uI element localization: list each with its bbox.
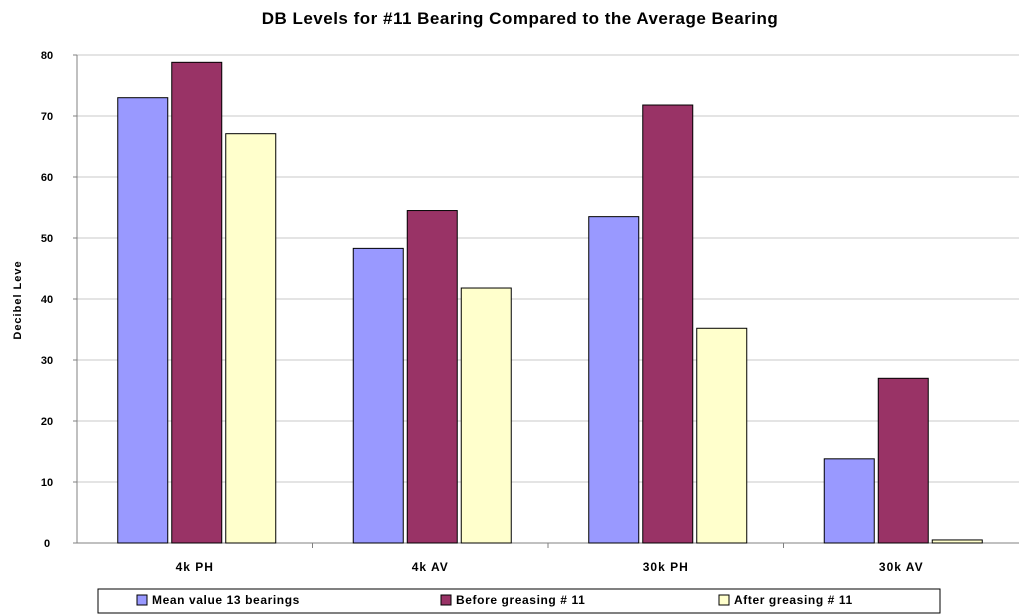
bar xyxy=(171,61,223,544)
y-tick-label: 40 xyxy=(41,294,53,306)
y-tick-label: 80 xyxy=(41,50,53,62)
y-tick-label: 60 xyxy=(41,172,53,184)
x-tick-label: 4k PH xyxy=(176,560,214,574)
legend-label: Mean value 13 bearings xyxy=(152,593,300,607)
x-tick-label: 4k AV xyxy=(412,560,449,574)
y-tick-label: 20 xyxy=(41,416,53,428)
bars xyxy=(117,61,983,544)
legend-swatch xyxy=(718,594,730,606)
legend-swatch xyxy=(136,594,148,606)
bar xyxy=(823,458,875,544)
chart-title: DB Levels for #11 Bearing Compared to th… xyxy=(262,9,779,28)
y-tick-label: 30 xyxy=(41,355,53,367)
legend-label: After greasing # 11 xyxy=(734,593,853,607)
legend-swatch xyxy=(440,594,452,606)
legend-label: Before greasing # 11 xyxy=(456,593,585,607)
bar xyxy=(931,539,983,544)
x-tick-label: 30k AV xyxy=(879,560,924,574)
y-tick-label: 70 xyxy=(41,111,53,123)
y-tick-label: 50 xyxy=(41,233,53,245)
bar xyxy=(352,247,404,544)
bar xyxy=(460,287,512,544)
y-axis-label: Decibel Leve xyxy=(12,260,24,339)
x-tick-label: 30k PH xyxy=(643,560,689,574)
y-tick-label: 0 xyxy=(44,538,50,550)
bar xyxy=(696,327,748,544)
bar xyxy=(877,377,929,544)
bar xyxy=(117,97,169,544)
bar xyxy=(225,133,277,544)
bar xyxy=(642,104,694,544)
y-tick-label: 10 xyxy=(41,477,53,489)
bar xyxy=(588,216,640,544)
legend-box xyxy=(97,588,941,614)
tick-labels: 0 10 20 30 40 50 60 70 80 4k PH 4k AV 30k PH 30k AV xyxy=(41,50,924,574)
bar xyxy=(406,210,458,544)
legend: Mean value 13 bearings Before greasing # … xyxy=(97,588,941,614)
